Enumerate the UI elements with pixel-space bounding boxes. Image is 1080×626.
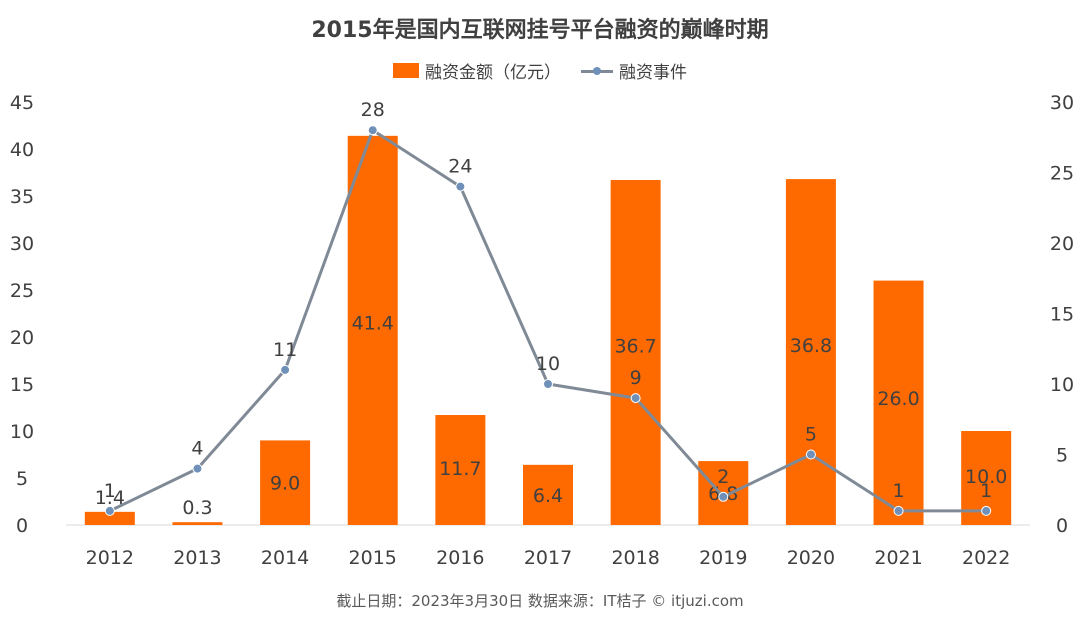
legend-swatch-events bbox=[581, 64, 613, 78]
events-marker bbox=[630, 393, 641, 404]
events-line bbox=[109, 128, 987, 513]
bar-value-label: 1.4 bbox=[95, 487, 125, 509]
legend-item-amount: 融资金额（亿元） bbox=[393, 58, 561, 83]
line-value-label: 10 bbox=[536, 353, 560, 375]
line-value-label: 5 bbox=[805, 424, 817, 446]
bar bbox=[84, 511, 135, 525]
bar-value-label: 36.8 bbox=[790, 335, 832, 357]
bar bbox=[435, 415, 486, 525]
x-tick-label: 2022 bbox=[962, 547, 1010, 569]
bar bbox=[347, 135, 398, 525]
events-marker bbox=[192, 463, 203, 474]
y-left-tick-label: 0 bbox=[16, 515, 28, 537]
bar bbox=[785, 179, 836, 525]
footer-note: 截止日期：2023年3月30日 数据来源：IT桔子 © itjuzi.com bbox=[336, 592, 744, 610]
y-right-tick-label: 5 bbox=[1056, 445, 1068, 467]
x-tick-label: 2016 bbox=[436, 547, 484, 569]
line-value-label: 1 bbox=[980, 480, 992, 502]
bar bbox=[172, 522, 223, 525]
y-left-tick-label: 35 bbox=[10, 186, 34, 208]
events-marker bbox=[543, 379, 553, 389]
bar-value-label: 6.4 bbox=[533, 485, 563, 507]
line-value-label: 2 bbox=[717, 466, 729, 488]
y-right-tick-label: 25 bbox=[1050, 163, 1074, 185]
events-marker bbox=[280, 364, 291, 375]
bar bbox=[523, 464, 573, 525]
bar-value-label: 0.3 bbox=[182, 497, 212, 519]
line-value-label: 4 bbox=[191, 438, 203, 460]
y-left-tick-label: 15 bbox=[10, 374, 34, 396]
bar-value-label: 26.0 bbox=[877, 388, 919, 410]
x-tick-label: 2019 bbox=[699, 547, 747, 569]
events-marker bbox=[104, 505, 115, 516]
bar-value-label: 9.0 bbox=[270, 473, 300, 495]
y-left-tick-label: 40 bbox=[10, 139, 34, 161]
legend-item-events: 融资事件 bbox=[581, 58, 687, 83]
x-tick-label: 2012 bbox=[86, 547, 134, 569]
x-tick-label: 2017 bbox=[524, 547, 572, 569]
x-tick-label: 2021 bbox=[874, 547, 922, 569]
y-right-tick-label: 20 bbox=[1050, 233, 1074, 255]
line-value-label: 11 bbox=[273, 339, 297, 361]
y-right-tick-label: 10 bbox=[1050, 374, 1074, 396]
x-tick-label: 2018 bbox=[611, 547, 659, 569]
line-value-label: 1 bbox=[104, 480, 116, 502]
line-value-label: 9 bbox=[630, 367, 642, 389]
line-value-label: 24 bbox=[448, 156, 472, 178]
legend-label-amount: 融资金额（亿元） bbox=[425, 63, 561, 83]
y-right-tick-label: 0 bbox=[1056, 515, 1068, 537]
y-right-tick-label: 30 bbox=[1050, 92, 1074, 114]
events-marker bbox=[981, 505, 992, 516]
y-left-tick-label: 25 bbox=[10, 280, 34, 302]
x-tick-label: 2015 bbox=[349, 547, 397, 569]
events-marker bbox=[718, 491, 729, 502]
y-left-tick-label: 10 bbox=[10, 421, 34, 443]
x-tick-label: 2014 bbox=[261, 547, 309, 569]
line-value-label: 28 bbox=[361, 99, 385, 121]
events-marker bbox=[805, 449, 816, 460]
events-marker bbox=[455, 181, 466, 192]
y-left-tick-label: 45 bbox=[10, 92, 34, 114]
bar-value-label: 11.7 bbox=[439, 458, 481, 480]
y-left-tick-label: 30 bbox=[10, 233, 34, 255]
y-left-tick-label: 5 bbox=[16, 468, 28, 490]
events-marker bbox=[893, 505, 904, 516]
x-tick-label: 2013 bbox=[173, 547, 221, 569]
legend-swatch-amount bbox=[393, 63, 419, 78]
bar bbox=[610, 180, 661, 525]
legend-label-events: 融资事件 bbox=[619, 63, 687, 83]
bar-value-label: 36.7 bbox=[614, 336, 656, 358]
y-right-tick-label: 15 bbox=[1050, 304, 1074, 326]
bar bbox=[873, 280, 924, 525]
chart-title: 2015年是国内互联网挂号平台融资的巅峰时期 bbox=[311, 18, 769, 43]
y-left-tick-label: 20 bbox=[10, 327, 34, 349]
line-value-label: 1 bbox=[892, 480, 904, 502]
bar-value-label: 10.0 bbox=[965, 466, 1007, 488]
events-marker bbox=[367, 125, 378, 136]
bar bbox=[260, 440, 311, 525]
chart-legend: 融资金额（亿元） 融资事件 bbox=[0, 58, 1080, 83]
x-tick-label: 2020 bbox=[787, 547, 835, 569]
bar-value-label: 41.4 bbox=[352, 313, 394, 335]
